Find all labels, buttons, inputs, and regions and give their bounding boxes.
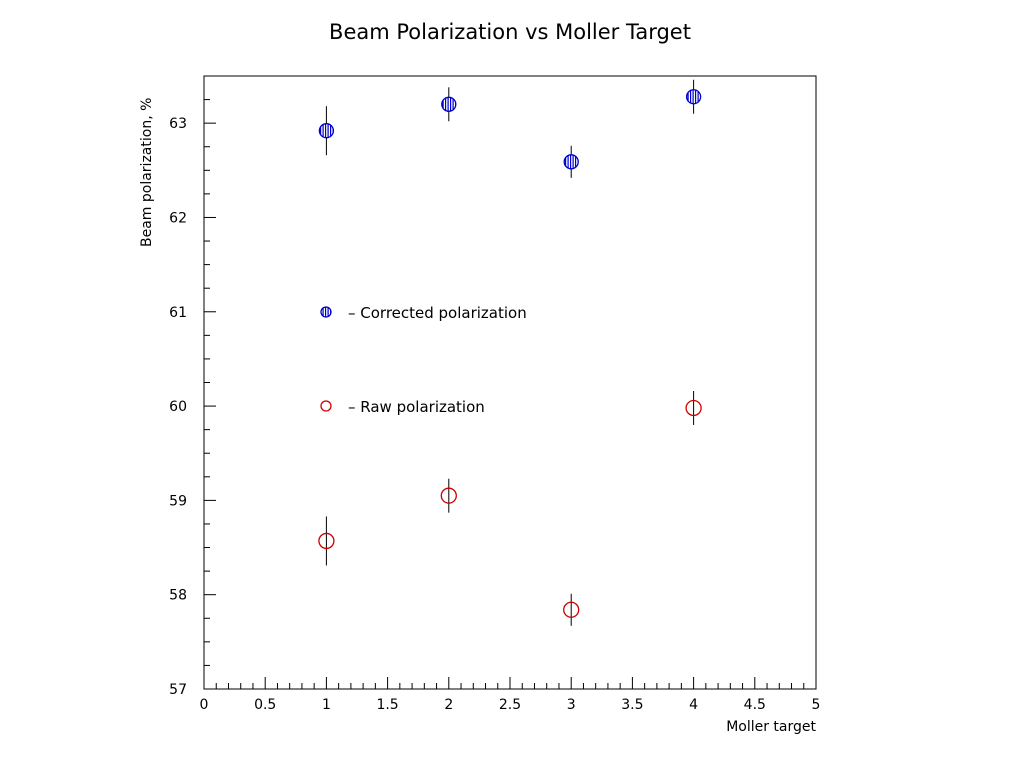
legend-marker-symbol bbox=[320, 400, 332, 412]
y-tick-label: 59 bbox=[169, 493, 187, 509]
x-tick-label: 2 bbox=[444, 697, 453, 713]
y-tick-label: 63 bbox=[169, 116, 187, 132]
plot-frame bbox=[203, 75, 817, 690]
data-series bbox=[318, 79, 702, 626]
legend-label-raw: – Raw polarization bbox=[348, 398, 485, 416]
y-tick-label: 61 bbox=[169, 305, 187, 321]
x-tick-label: 2.5 bbox=[499, 697, 521, 713]
x-axis-label: Moller target bbox=[726, 719, 816, 735]
x-tick-label: 3.5 bbox=[621, 697, 643, 713]
x-tick-label: 5 bbox=[812, 697, 821, 713]
y-tick-label: 62 bbox=[169, 210, 187, 226]
x-tick-label: 1 bbox=[322, 697, 331, 713]
data-point bbox=[318, 532, 335, 550]
y-tick-label: 60 bbox=[169, 399, 187, 415]
chart-title: Beam Polarization vs Moller Target bbox=[329, 20, 691, 44]
data-point bbox=[440, 487, 457, 504]
data-point bbox=[563, 601, 580, 618]
x-axis: 0 0.5 1 1.5 2 2.5 3 3.5 4 4.5 5 bbox=[200, 677, 821, 713]
data-point bbox=[318, 123, 335, 139]
y-tick-label: 57 bbox=[169, 682, 187, 698]
data-point bbox=[685, 89, 702, 105]
x-tick-label: 0.5 bbox=[254, 697, 276, 713]
data-point bbox=[563, 154, 579, 170]
data-point bbox=[685, 399, 702, 417]
y-axis: 57 58 59 60 61 62 63 bbox=[169, 75, 216, 698]
x-tick-label: 3 bbox=[567, 697, 576, 713]
series-corrected bbox=[318, 79, 702, 178]
legend-marker-symbol bbox=[320, 306, 332, 318]
x-tick-label: 4.5 bbox=[744, 697, 766, 713]
data-point bbox=[441, 96, 457, 112]
x-tick-label: 1.5 bbox=[376, 697, 398, 713]
y-tick-label: 58 bbox=[169, 588, 187, 604]
y-axis-label: Beam polarization, % bbox=[139, 98, 155, 247]
legend-marker-corrected bbox=[320, 306, 332, 318]
legend-label-corrected: – Corrected polarization bbox=[348, 304, 527, 322]
x-tick-label: 0 bbox=[200, 697, 209, 713]
legend: – Corrected polarization – Raw polarizat… bbox=[320, 304, 527, 416]
series-raw bbox=[318, 390, 702, 626]
legend-marker-raw bbox=[320, 400, 332, 412]
x-tick-label: 4 bbox=[689, 697, 698, 713]
